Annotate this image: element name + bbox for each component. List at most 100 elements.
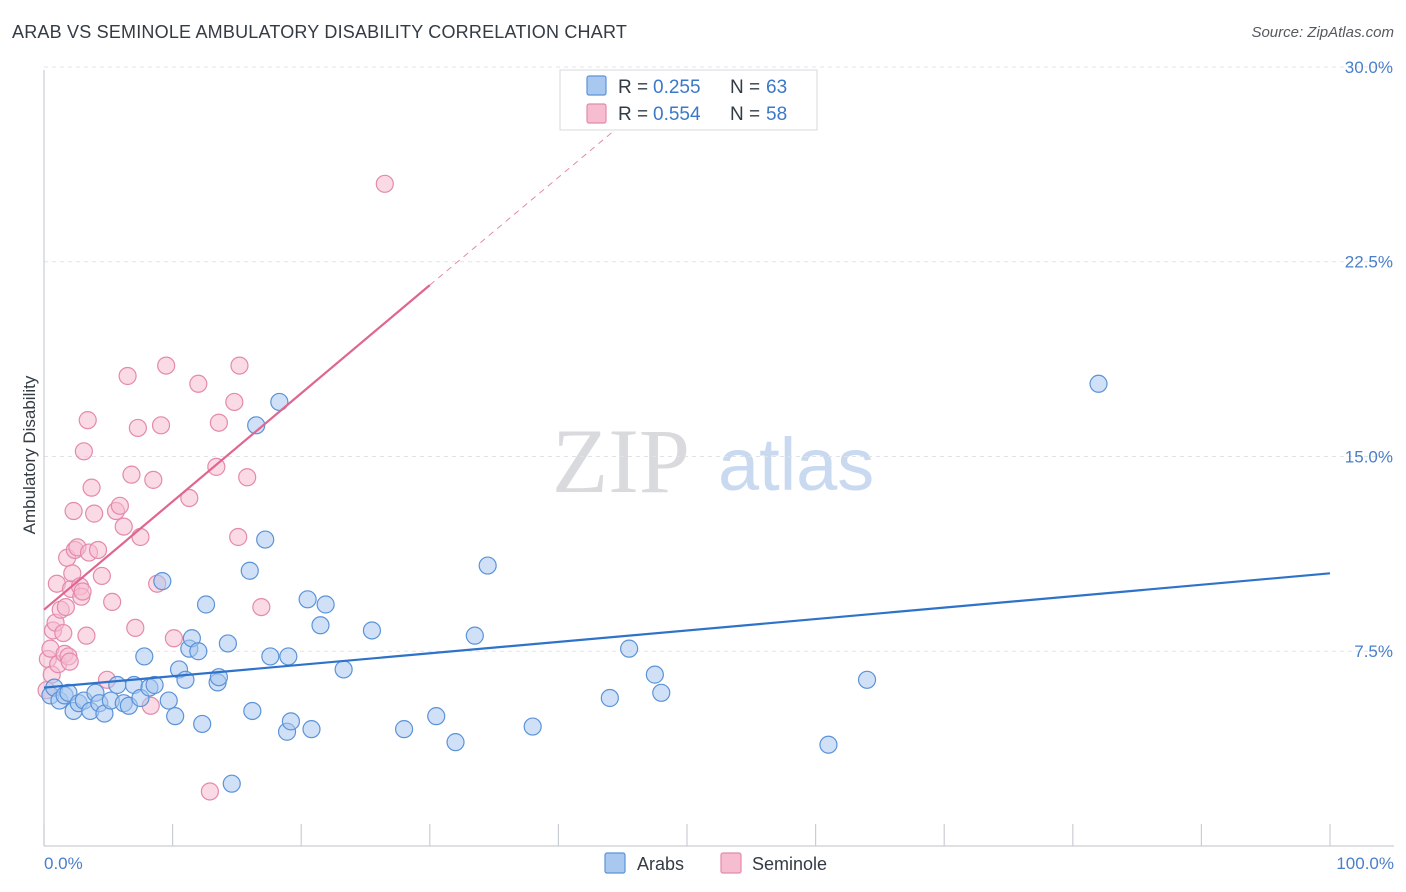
y-axis-label: Ambulatory Disability [20,375,39,534]
arabs-point [222,774,241,793]
chart-title: ARAB VS SEMINOLE AMBULATORY DISABILITY C… [12,22,628,42]
arabs-points [41,374,1108,793]
seminole-point [122,465,141,484]
arabs-point [465,626,484,645]
arabs-point [446,733,465,752]
arabs-point [153,572,172,591]
legend-arabs-n-value: 63 [766,77,787,98]
seminole-point [74,442,93,461]
bottom-legend-arabs-label: Arabs [637,854,684,874]
seminole-point [209,413,228,432]
seminole-point [118,366,137,386]
arabs-point [145,675,164,695]
arabs-point [302,720,321,739]
seminole-point [60,652,79,671]
legend-seminole-n-label: N = [730,104,760,125]
seminole-point [164,629,183,648]
arabs-point [189,642,208,661]
seminole-point [225,392,244,412]
seminole-point [229,527,248,547]
seminole-point [103,592,122,612]
seminole-point [64,501,83,521]
seminole-point [54,623,73,643]
arabs-point [645,665,664,684]
seminole-point [73,582,92,601]
legend-arabs-swatch [586,75,607,96]
source-credit: Source: ZipAtlas.com [1251,24,1394,41]
seminole-point [207,457,226,476]
arabs-point [261,647,280,666]
arabs-point [819,735,838,754]
legend-seminole-r-value: 0.554 [653,104,701,125]
arabs-point [652,683,671,702]
seminole-point [110,496,129,515]
arabs-point [478,556,497,575]
arabs-point [196,595,216,614]
arabs-point [600,688,619,708]
arabs-point [135,647,154,666]
watermark-zip: ZIP [552,410,690,512]
seminole-point [200,782,219,801]
seminole-point [82,478,101,497]
seminole-point [238,468,257,487]
correlation-legend: R = 0.255 N = 63 R = 0.554 N = 58 [559,69,818,131]
bottom-legend-arabs-swatch [604,852,626,874]
arabs-point [279,647,298,666]
arabs-point [1089,374,1108,393]
seminole-point [252,597,271,617]
seminole-point [151,416,171,435]
arabs-point [256,530,275,549]
arabs-point [311,616,330,635]
legend-arabs-r-label: R = [618,77,648,98]
seminole-point [157,356,176,375]
arabs-trend-line [43,572,1331,689]
seminole-point [131,527,150,547]
seminole-point [78,411,97,430]
arabs-point [166,707,185,726]
arabs-point [108,675,127,695]
seminole-point [56,597,75,617]
arabs-point [243,701,262,721]
x-tick-label-max: 100.0% [1336,854,1394,873]
y-tick-label: 22.5% [1345,253,1393,272]
legend-seminole-swatch [586,103,607,124]
y-tick-labels: 7.5% 15.0% 22.5% 30.0% [1345,58,1393,661]
series-legend: Arabs Seminole [604,852,827,874]
arabs-point [362,621,382,640]
seminole-point [144,470,163,489]
seminole-point [375,174,394,193]
arabs-point [857,670,877,689]
arabs-point [240,561,259,580]
seminole-point [85,504,104,523]
seminole-point [180,488,199,508]
seminole-point [230,356,249,375]
legend-arabs-n-label: N = [730,77,760,98]
arabs-point [427,707,446,726]
legend-seminole-n-value: 58 [766,104,787,125]
trend-lines [43,69,1331,689]
watermark-atlas: atlas [718,423,874,506]
seminole-point [189,374,208,393]
seminole-point [114,517,133,536]
y-tick-label: 7.5% [1354,642,1393,661]
y-tick-label: 15.0% [1345,447,1393,466]
axes [43,70,1394,847]
bottom-legend-seminole-label: Seminole [752,854,827,874]
x-tick-label-min: 0.0% [44,854,83,873]
arabs-point [218,634,237,653]
arabs-point [523,717,542,736]
legend-arabs-r-value: 0.255 [653,77,701,98]
arabs-point [193,714,212,734]
seminole-point [88,540,108,560]
arabs-point [394,720,414,739]
seminole-point [92,566,111,586]
arabs-point [298,590,317,609]
seminole-trend-line [43,284,431,611]
arabs-point [316,595,335,614]
legend-seminole-r-label: R = [618,104,648,125]
bottom-legend-seminole-swatch [720,852,742,874]
arabs-point [620,639,639,658]
arabs-point [159,691,178,710]
arabs-point [334,660,353,679]
